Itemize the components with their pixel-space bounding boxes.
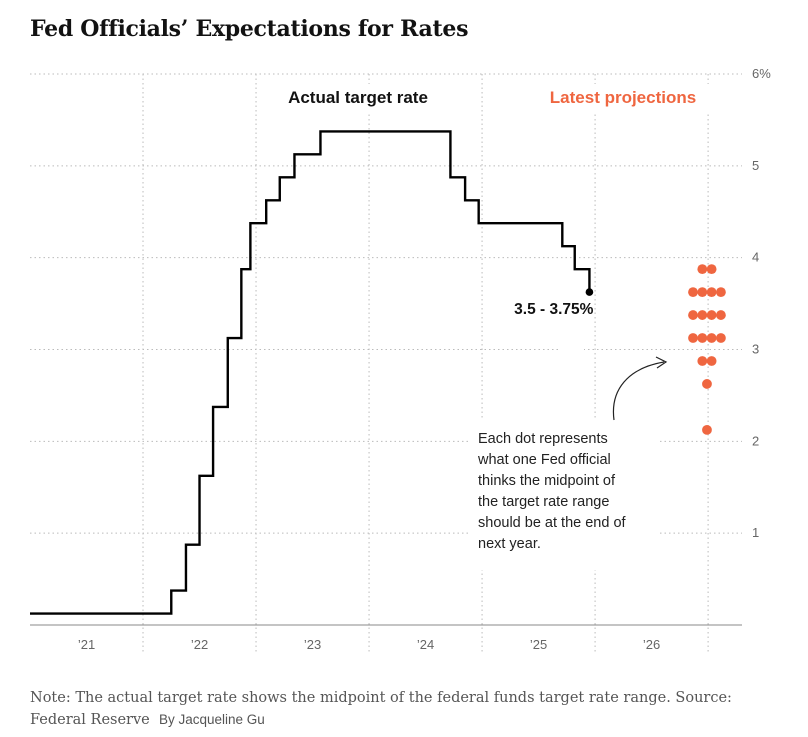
annotation-arrow xyxy=(612,361,665,421)
x-tick-label: ’22 xyxy=(191,637,208,652)
annotation-mask xyxy=(470,420,660,570)
projection-dot xyxy=(688,310,698,320)
projection-dot xyxy=(706,310,717,320)
x-tick-label: ’25 xyxy=(530,637,547,652)
y-tick-label: 3 xyxy=(752,342,759,357)
annotation-line: next year. xyxy=(478,536,541,552)
chart-note: Note: The actual target rate shows the m… xyxy=(30,688,790,731)
projection-dot xyxy=(697,310,708,320)
projection-dot xyxy=(702,424,712,435)
projection-label-mask xyxy=(530,84,720,112)
axis-layer: 1 2 3 4 5 6% ’21 ’22 ’23 ’24 ’25 ’26 xyxy=(30,66,771,652)
byline: By Jacqueline Gu xyxy=(158,712,265,727)
projection-dot xyxy=(706,333,717,343)
annotation-line: the target rate range xyxy=(478,494,609,510)
actual-rate-line xyxy=(30,130,591,615)
x-tick-label: ’24 xyxy=(417,637,434,652)
x-tick-label: ’21 xyxy=(78,637,95,652)
projection-dot xyxy=(706,287,717,298)
projection-dot xyxy=(697,356,708,366)
projection-dot xyxy=(697,333,708,343)
y-tick-label: 6% xyxy=(752,66,771,81)
annotation-line: Each dot represents xyxy=(478,431,608,447)
annotation-line: thinks the midpoint of xyxy=(478,473,616,489)
x-tick-label: ’26 xyxy=(643,637,660,652)
legend-latest-projections: Latest projections xyxy=(550,88,696,107)
y-tick-label: 5 xyxy=(752,158,759,173)
current-rate-endpoint xyxy=(585,288,594,296)
projection-dot xyxy=(702,379,712,389)
actual-label-mask xyxy=(270,84,450,112)
y-tick-label: 4 xyxy=(752,250,759,265)
projection-dot xyxy=(697,264,708,275)
projection-dot xyxy=(688,287,698,298)
annotation-line: what one Fed official xyxy=(477,452,611,468)
rates-chart: 1 2 3 4 5 6% ’21 ’22 ’23 ’24 ’25 ’26 3.5 - 3.75% Act… xyxy=(30,66,771,653)
projection-dot xyxy=(706,264,717,275)
projection-dot xyxy=(716,310,726,320)
grid-layer xyxy=(30,73,742,653)
annotation-text: Each dot represents what one Fed official… xyxy=(477,431,627,552)
series-layer xyxy=(30,130,594,615)
annotation-arrowhead xyxy=(655,356,668,369)
chart-title: Fed Officials’ Expectations for Rates xyxy=(30,16,469,42)
x-tick-label: ’23 xyxy=(304,637,321,652)
legend-actual-target-rate: Actual target rate xyxy=(288,88,428,107)
note-text: Note: The actual target rate shows the m… xyxy=(30,690,732,728)
projection-dots xyxy=(688,264,726,435)
current-rate-label: 3.5 - 3.75% xyxy=(514,301,593,318)
y-tick-label: 2 xyxy=(752,433,759,448)
annotation-line: should be at the end of xyxy=(478,515,627,531)
projection-dot xyxy=(697,287,708,298)
label-mask xyxy=(560,272,584,412)
projection-dot xyxy=(688,333,698,343)
label-layer: 3.5 - 3.75% Actual target rate Latest proj… xyxy=(288,88,696,552)
y-tick-label: 1 xyxy=(752,525,759,540)
projection-dot xyxy=(716,287,726,298)
projection-dot xyxy=(706,356,717,366)
projection-dot xyxy=(716,333,726,343)
